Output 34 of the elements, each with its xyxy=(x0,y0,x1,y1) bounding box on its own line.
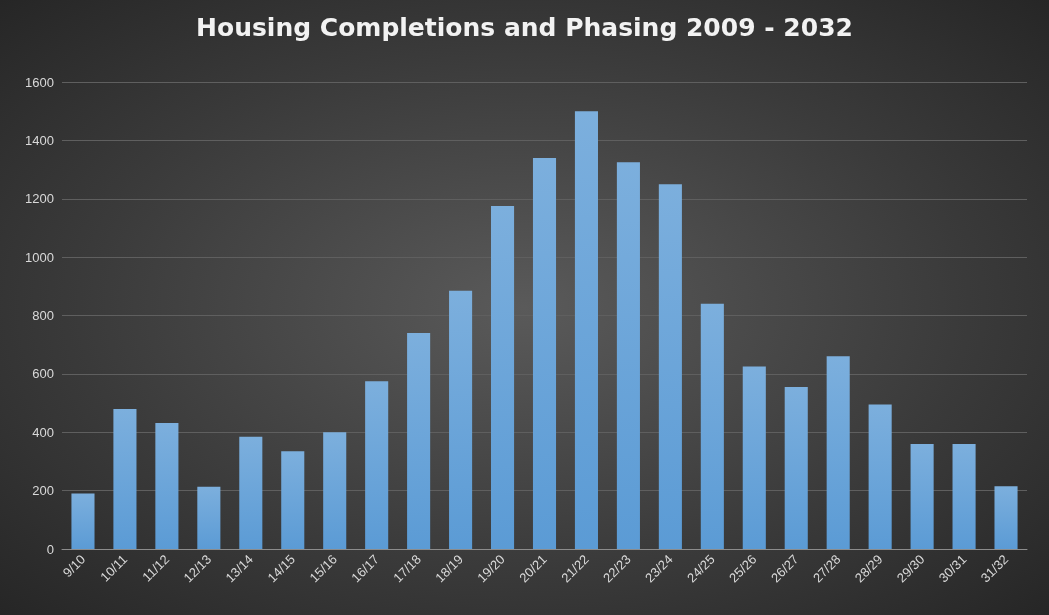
y-tick-label: 800 xyxy=(32,308,54,323)
bar xyxy=(491,206,515,549)
y-tick-label: 1200 xyxy=(25,191,54,207)
bar xyxy=(658,184,682,549)
y-tick-label: 600 xyxy=(32,366,54,382)
chart-title: Housing Completions and Phasing 2009 - 2032 xyxy=(196,13,853,42)
bar xyxy=(71,493,95,549)
y-tick-label: 400 xyxy=(32,424,54,440)
bar xyxy=(784,387,808,549)
bar xyxy=(910,443,934,549)
bar xyxy=(532,157,557,549)
bar xyxy=(700,303,724,549)
y-tick-label: 1000 xyxy=(25,249,54,265)
bar xyxy=(449,290,473,549)
bar xyxy=(742,366,766,549)
bar xyxy=(407,333,431,549)
bar xyxy=(952,443,976,549)
y-tick-label: 1400 xyxy=(25,132,54,148)
bar xyxy=(113,408,137,549)
bar xyxy=(868,404,892,549)
bar xyxy=(281,451,305,549)
bar xyxy=(365,381,389,549)
bar xyxy=(197,486,221,549)
bar xyxy=(239,436,263,549)
bar xyxy=(155,422,179,549)
y-tick-label: 1600 xyxy=(25,74,54,90)
bar xyxy=(323,432,347,549)
bar xyxy=(826,356,850,549)
bar xyxy=(574,111,598,549)
bar xyxy=(994,486,1018,549)
x-tick-label: 9/10 xyxy=(59,551,89,581)
y-tick-label: 0 xyxy=(46,541,54,557)
bar xyxy=(616,162,640,549)
y-tick-label: 200 xyxy=(32,483,54,499)
